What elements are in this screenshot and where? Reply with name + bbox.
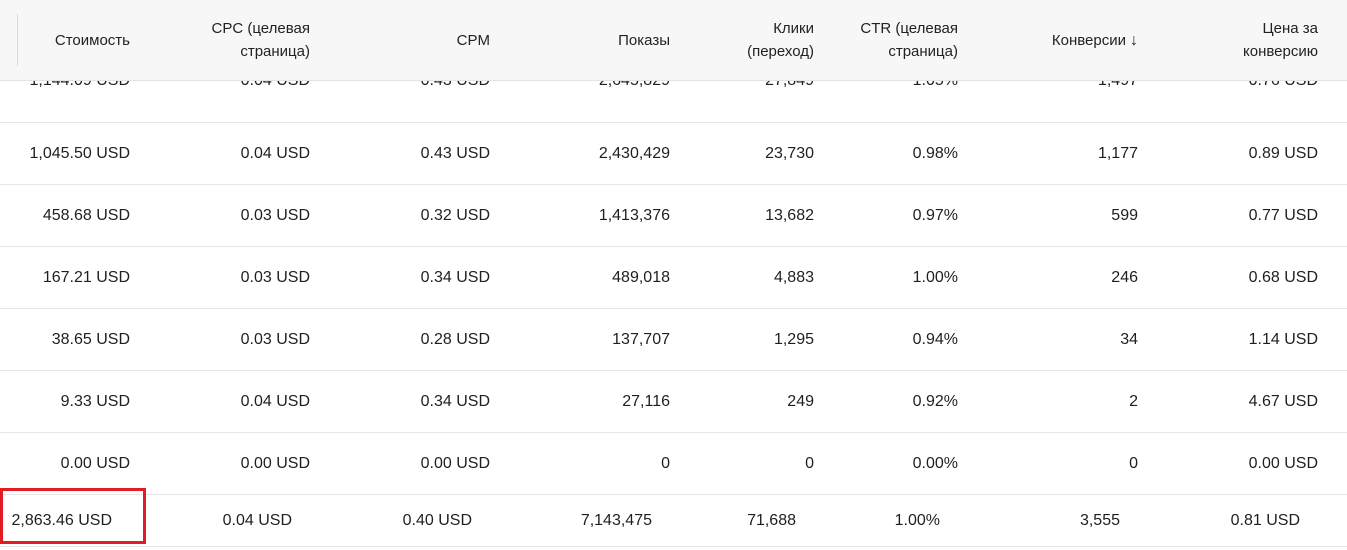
total-ctr: 1.00%: [894, 511, 940, 529]
column-header-clicks-line2: (переход): [747, 43, 814, 60]
cell-conversions: 0: [1129, 454, 1138, 472]
cell-cost: 458.68 USD: [42, 206, 130, 224]
total-cost: 2,863.46 USD: [11, 511, 112, 529]
cell-cpc: 0.03 USD: [240, 268, 310, 286]
table-row[interactable]: 38.65 USD 0.03 USD 0.28 USD 137,707 1,29…: [0, 309, 1347, 371]
cell-cost-per-conversion: 1.14 USD: [1248, 330, 1318, 348]
cell-cost: 9.33 USD: [60, 392, 130, 410]
column-header-cost-label: Стоимость: [54, 31, 130, 49]
cell-conversions: 34: [1120, 330, 1138, 348]
column-header-cpm-label: CPM: [456, 31, 490, 49]
column-header-ctr-line1: CTR (целевая: [860, 20, 958, 37]
cell-cpc: 0.00 USD: [240, 454, 310, 472]
total-cpm: 0.40 USD: [402, 511, 472, 529]
cell-ctr: 1.00%: [912, 268, 958, 286]
total-cost-per-conversion: 0.81 USD: [1230, 511, 1300, 529]
cell-cpm: 0.28 USD: [420, 330, 490, 348]
total-clicks: 71,688: [747, 511, 796, 529]
cell-clicks: 249: [787, 392, 814, 410]
cell-cpc: 0.04 USD: [240, 144, 310, 162]
cell-impressions: 137,707: [612, 330, 670, 348]
table-total-row: 2,863.46 USD 0.04 USD 0.40 USD 7,143,475…: [0, 495, 1347, 547]
column-header-cpc[interactable]: CPC (целевая страница): [150, 0, 310, 80]
column-header-conversions-label: Конверсии: [1051, 31, 1126, 49]
column-header-clicks-line1: Клики: [773, 20, 814, 37]
column-header-clicks-label: Клики (переход): [747, 17, 814, 63]
cell-clicks: 13,682: [765, 206, 814, 224]
column-header-ctr-line2: страница): [888, 43, 958, 60]
cell-conversions: 599: [1111, 206, 1138, 224]
cell-ctr: 0.92%: [912, 392, 958, 410]
cell-cost-per-conversion: 0.89 USD: [1248, 144, 1318, 162]
column-header-cpc-line2: страница): [240, 43, 310, 60]
column-header-cpa-line2: конверсию: [1243, 43, 1318, 60]
cell-clicks: 1,295: [773, 330, 814, 348]
table-row[interactable]: 167.21 USD 0.03 USD 0.34 USD 489,018 4,8…: [0, 247, 1347, 309]
cell-cost-per-conversion: 0.68 USD: [1248, 268, 1318, 286]
cell-conversions: 2: [1129, 392, 1138, 410]
cell-ctr: 0.00%: [912, 454, 958, 472]
cell-cpm: 0.34 USD: [420, 268, 490, 286]
cell-impressions: 489,018: [612, 268, 670, 286]
cell-cpm: 0.00 USD: [420, 454, 490, 472]
table-row[interactable]: 458.68 USD 0.03 USD 0.32 USD 1,413,376 1…: [0, 185, 1347, 247]
cell-clicks: 23,730: [765, 144, 814, 162]
column-header-clicks[interactable]: Клики (переход): [690, 0, 814, 80]
column-header-impressions[interactable]: Показы: [510, 0, 670, 80]
total-conversions: 3,555: [1079, 511, 1120, 529]
cell-cpm: 0.34 USD: [420, 392, 490, 410]
column-header-cpc-label: CPC (целевая страница): [212, 17, 310, 63]
column-header-conversions[interactable]: Конверсии ↓: [980, 0, 1138, 80]
cell-cost: 0.00 USD: [60, 454, 130, 472]
column-header-cpa-line1: Цена за: [1262, 20, 1318, 37]
cell-conversions: 246: [1111, 268, 1138, 286]
column-header-impressions-label: Показы: [618, 31, 670, 49]
column-header-cpa-label: Цена за конверсию: [1243, 17, 1318, 63]
cell-ctr: 0.97%: [912, 206, 958, 224]
cell-clicks: 0: [805, 454, 814, 472]
cell-impressions: 27,116: [622, 392, 670, 410]
column-header-cost-per-conversion[interactable]: Цена за конверсию: [1160, 0, 1318, 80]
cell-cpc: 0.04 USD: [240, 392, 310, 410]
total-cpc: 0.04 USD: [222, 511, 292, 529]
cell-cost: 38.65 USD: [51, 330, 130, 348]
sort-descending-icon[interactable]: ↓: [1130, 31, 1138, 49]
cell-impressions: 2,430,429: [598, 144, 670, 162]
column-header-ctr[interactable]: CTR (целевая страница): [830, 0, 958, 80]
column-resize-handle[interactable]: [17, 14, 18, 66]
column-header-cost[interactable]: Стоимость: [20, 0, 130, 80]
column-header-ctr-label: CTR (целевая страница): [860, 17, 958, 63]
table-row[interactable]: 1,045.50 USD 0.04 USD 0.43 USD 2,430,429…: [0, 123, 1347, 185]
cell-cost: 167.21 USD: [42, 268, 130, 286]
table-row[interactable]: 0.00 USD 0.00 USD 0.00 USD 0 0 0.00% 0 0…: [0, 433, 1347, 495]
cell-cost: 1,045.50 USD: [29, 144, 130, 162]
column-header-cpm[interactable]: CPM: [330, 0, 490, 80]
cell-cost-per-conversion: 0.00 USD: [1248, 454, 1318, 472]
cell-cpc: 0.03 USD: [240, 206, 310, 224]
cell-cpm: 0.32 USD: [420, 206, 490, 224]
cell-impressions: 1,413,376: [598, 206, 670, 224]
cell-clicks: 4,883: [773, 268, 814, 286]
total-impressions: 7,143,475: [580, 511, 652, 529]
cell-cpc: 0.03 USD: [240, 330, 310, 348]
table-header: Стоимость CPC (целевая страница) CPM Пок…: [0, 0, 1347, 81]
cell-cpm: 0.43 USD: [420, 144, 490, 162]
cell-impressions: 0: [661, 454, 670, 472]
cell-ctr: 0.98%: [912, 144, 958, 162]
table-row[interactable]: 9.33 USD 0.04 USD 0.34 USD 27,116 249 0.…: [0, 371, 1347, 433]
cell-ctr: 0.94%: [912, 330, 958, 348]
column-header-cpc-line1: CPC (целевая: [211, 20, 310, 37]
cell-conversions: 1,177: [1097, 144, 1138, 162]
cell-cost-per-conversion: 4.67 USD: [1248, 392, 1318, 410]
cell-cost-per-conversion: 0.77 USD: [1248, 206, 1318, 224]
